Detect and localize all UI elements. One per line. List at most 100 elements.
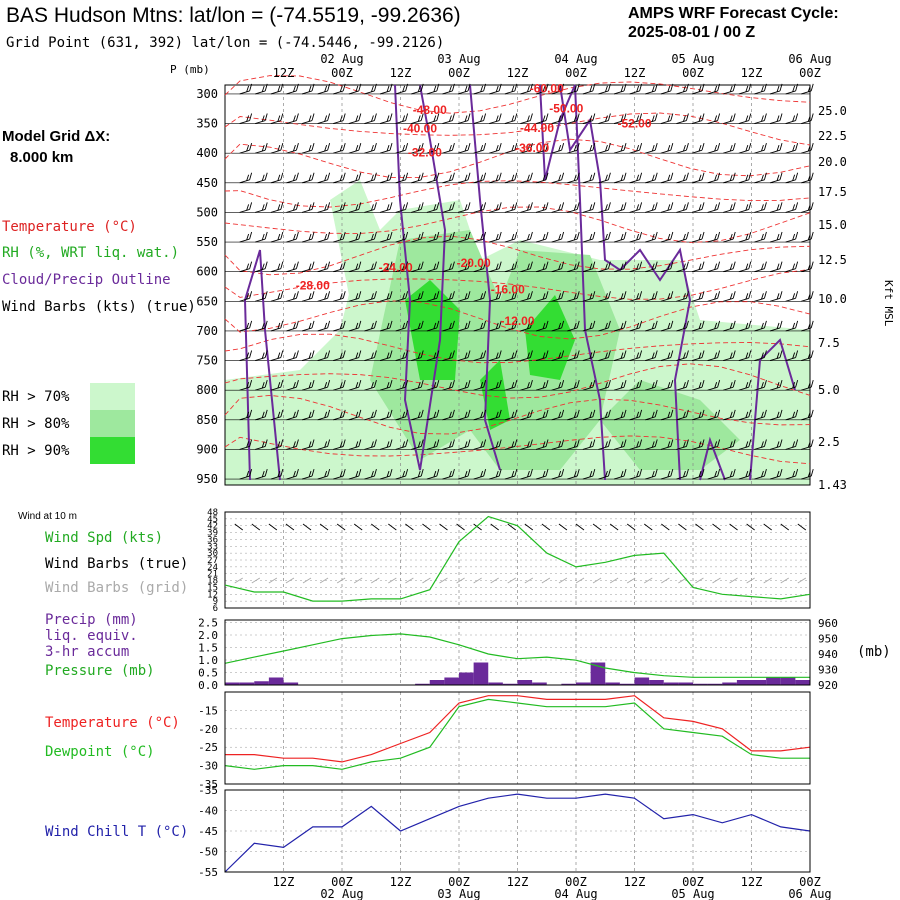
wind-barb-feather (748, 380, 752, 388)
wind-barb-feather (451, 439, 455, 447)
wind-barb-staff (333, 416, 344, 421)
wind-barb-feather (498, 143, 502, 151)
wind-barb-staff (801, 268, 812, 273)
wind-barb-feather (514, 202, 518, 210)
wind-barb-staff (551, 90, 562, 95)
wind-barb-feather (249, 113, 253, 121)
wind-barb (317, 350, 331, 361)
wind-barb-feather (433, 441, 437, 448)
wind-barb (801, 409, 814, 421)
pressure-tick-label: 700 (196, 324, 218, 338)
wind-barb-feather (732, 350, 736, 358)
wind-barb-feather (292, 441, 296, 448)
wind-barb-staff (567, 446, 578, 450)
wind-barb (473, 113, 487, 124)
wind-barb-feather (558, 174, 562, 181)
pressure-tick-label: 450 (196, 176, 218, 190)
wind-barb-feather (451, 202, 455, 210)
wind-barb-feather (776, 411, 780, 418)
wind-barb (504, 380, 518, 391)
wind-barb-feather (701, 113, 705, 121)
wind-barb (239, 468, 253, 480)
wind-barb-feather (249, 468, 253, 477)
wind-barb-staff (364, 238, 375, 243)
wind-barb-feather (495, 322, 499, 330)
wind-barb-feather (729, 411, 733, 418)
wind-barb-feather (698, 145, 702, 152)
wind-barb-feather (717, 83, 721, 92)
surface-wind-barb-grid (763, 577, 772, 584)
wind-barb-feather (542, 115, 546, 122)
wind-barb-feather (433, 352, 437, 359)
wind-barb-feather (776, 322, 780, 330)
wind-barb-staff (801, 208, 812, 213)
wind-barb-staff (270, 90, 281, 95)
wind-barb (738, 380, 752, 391)
wind-barb-feather (386, 322, 390, 330)
wind-barb-feather (776, 263, 780, 270)
wind-barb-staff (489, 149, 500, 154)
wind-barb-feather (373, 231, 377, 240)
wind-barb-feather (745, 145, 749, 152)
wind-barb-feather (810, 291, 814, 299)
wind-barb-feather (810, 409, 814, 417)
wind-barb (348, 172, 362, 184)
wind-barb-feather (436, 202, 440, 210)
wind-barb-feather (545, 113, 549, 121)
wind-barb-feather (748, 172, 752, 180)
wind-barb-staff (504, 238, 515, 243)
top-date-label: 03 Aug (437, 52, 480, 66)
precip-bar (283, 682, 299, 685)
wind-barb-staff (598, 149, 609, 154)
wind-barb-staff (395, 238, 406, 243)
wind-barb-feather (545, 291, 549, 299)
surface-wind-barb (643, 523, 653, 531)
precip-bar (254, 681, 269, 685)
wind-barb-feather (748, 468, 752, 477)
wind-barb-feather (420, 468, 424, 477)
wind-barb-feather (667, 85, 671, 93)
wind-barb-feather (682, 263, 686, 270)
wind-barb-feather (264, 113, 268, 121)
wind-barb-feather (433, 174, 437, 181)
wind-barb-feather (810, 143, 814, 151)
wind-barb-feather (433, 322, 437, 330)
wind-barb-feather (246, 382, 250, 389)
wind-barb (691, 172, 705, 184)
wind-barb-feather (558, 470, 562, 478)
wind-barb-feather (295, 291, 299, 299)
wind-tick-label: 39 (207, 529, 218, 539)
wind-barb-feather (480, 263, 484, 270)
bottom-time-tick-label: 00Z (331, 875, 353, 889)
wind-barb (723, 380, 736, 391)
wind-barb-staff (769, 297, 781, 302)
wind-barb-staff (348, 179, 359, 184)
wind-barb-feather (261, 233, 265, 241)
wind-barb-staff (754, 268, 765, 273)
wind-barb-feather (607, 231, 611, 240)
wind-barb-feather (714, 470, 718, 478)
wind-barb (613, 350, 627, 361)
wind-barb (613, 83, 627, 95)
wind-barb-staff (255, 475, 266, 480)
wind-barb-feather (402, 322, 406, 330)
wind-barb-staff (270, 179, 281, 184)
wind-barb-feather (573, 382, 577, 389)
wind-barb-feather (760, 85, 764, 93)
wind-barb-feather (807, 233, 811, 241)
wind-barb (707, 380, 721, 391)
wind-barb-feather (342, 409, 346, 417)
wind-barb-feather (417, 470, 421, 478)
precip-bar (415, 683, 430, 685)
wind-barb (754, 231, 767, 243)
wind-barb-feather (651, 411, 655, 418)
wind-barb-feather (729, 145, 733, 152)
wind-barb-feather (327, 409, 331, 417)
wind-barb-feather (339, 115, 343, 122)
wind-barb-feather (573, 293, 577, 300)
wind-barb-feather (561, 261, 565, 269)
wind-barb-feather (529, 320, 533, 329)
wind-barb-staff (317, 327, 328, 332)
wind-barb (645, 320, 658, 332)
wind-barb-staff (613, 149, 625, 154)
